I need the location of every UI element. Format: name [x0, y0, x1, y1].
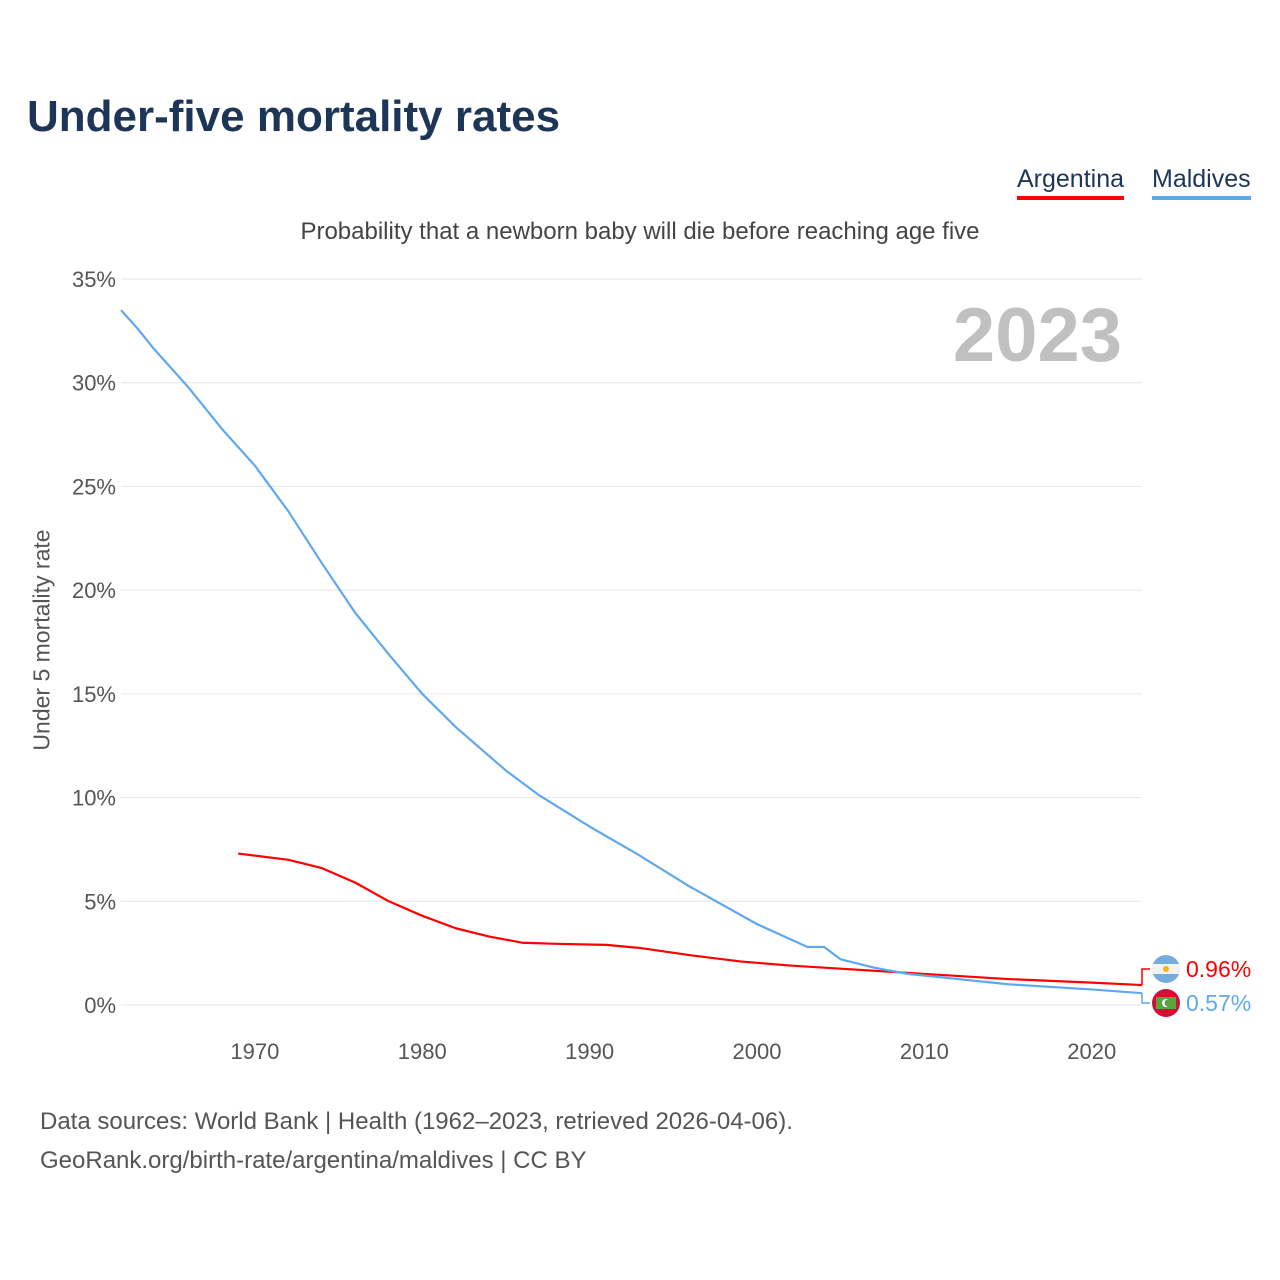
legend-argentina[interactable]: Argentina [1017, 165, 1125, 200]
chart-title: Under-five mortality rates [27, 92, 561, 141]
y-tick-label: 0% [84, 993, 116, 1018]
end-connector [1141, 968, 1150, 986]
y-tick-label: 5% [84, 889, 116, 914]
chart-subtitle: Probability that a newborn baby will die… [300, 218, 980, 245]
series-line-maldives [120, 309, 1143, 995]
y-tick-label: 10% [72, 786, 116, 811]
footer-link[interactable]: GeoRank.org/birth-rate/argentina/maldive… [40, 1147, 587, 1174]
end-value-label: 0.57% [1186, 990, 1251, 1016]
x-tick-label: 1970 [230, 1039, 279, 1064]
legend-maldives[interactable]: Maldives [1152, 165, 1251, 200]
current-year-label: 2023 [952, 293, 1122, 378]
x-tick-label: 1990 [565, 1039, 614, 1064]
y-tick-label: 20% [72, 578, 116, 603]
y-tick-label: 30% [72, 371, 116, 396]
y-tick-label: 25% [72, 474, 116, 499]
x-tick-label: 1980 [398, 1039, 447, 1064]
argentina-sun-icon [1163, 966, 1169, 972]
x-tick-label: 2020 [1067, 1039, 1116, 1064]
y-tick-label: 35% [72, 267, 116, 292]
x-tick-label: 2010 [900, 1039, 949, 1064]
x-tick-label: 2000 [733, 1039, 782, 1064]
y-tick-label: 15% [72, 682, 116, 707]
end-connector [1141, 993, 1150, 1004]
series-line-argentina [238, 852, 1143, 987]
footer-source: Data sources: World Bank | Health (1962–… [40, 1108, 793, 1135]
maldives-crescent-cut [1164, 999, 1172, 1007]
end-value-label: 0.96% [1186, 956, 1251, 982]
